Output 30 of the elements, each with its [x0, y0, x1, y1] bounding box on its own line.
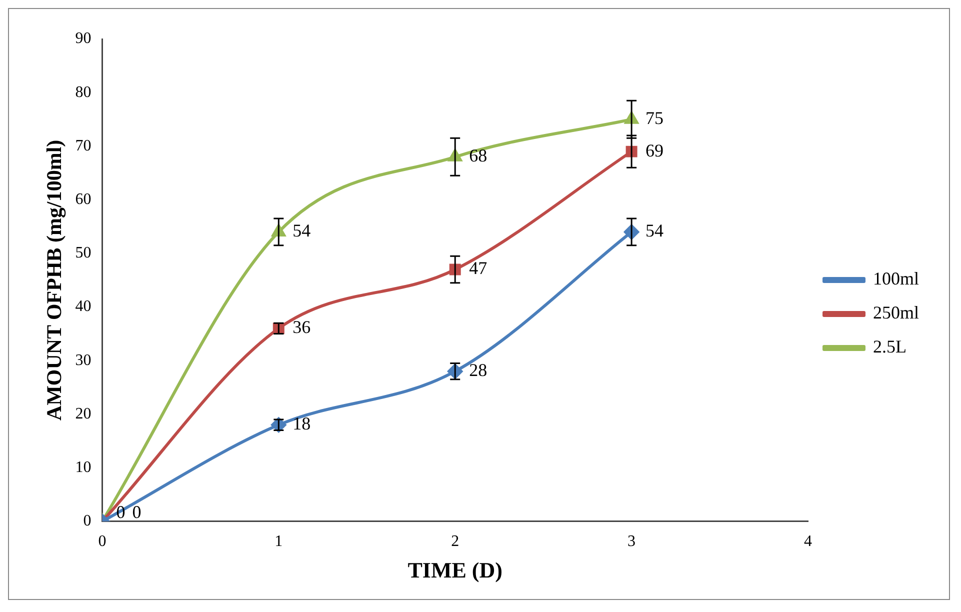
y-axis-title: AMOUNT OFPHB (mg/100ml) [42, 140, 66, 421]
x-tick-label: 3 [628, 533, 636, 550]
y-tick-label: 0 [83, 512, 92, 530]
data-label: 68 [469, 146, 488, 166]
data-label: 54 [292, 220, 311, 241]
x-tick-label: 1 [274, 533, 283, 550]
data-label: 28 [469, 360, 488, 380]
x-axis-title: TIME (D) [408, 557, 502, 582]
y-tick-label: 30 [75, 352, 92, 369]
y-tick-label: 90 [75, 30, 92, 48]
y-tick-label: 60 [75, 191, 92, 208]
data-label: 54 [646, 220, 664, 241]
y-tick-label: 10 [75, 459, 92, 476]
x-tick-label: 4 [804, 533, 812, 550]
data-label: 0 [132, 502, 142, 522]
data-label: 36 [292, 317, 311, 338]
y-tick-label: 50 [75, 244, 92, 262]
legend-label: 250ml [873, 302, 920, 323]
legend-label: 2.5L [873, 336, 906, 357]
data-label: 69 [646, 140, 664, 160]
y-tick-label: 20 [75, 405, 92, 422]
y-tick-label: 40 [75, 298, 92, 316]
data-label: 47 [469, 258, 488, 278]
data-label: 18 [292, 414, 311, 434]
y-tick-label: 80 [75, 84, 92, 101]
legend-label: 100ml [873, 268, 920, 289]
y-tick-label: 70 [75, 137, 92, 154]
x-tick-label: 2 [451, 533, 460, 550]
data-label: 75 [646, 108, 664, 128]
x-tick-label: 0 [98, 533, 106, 550]
